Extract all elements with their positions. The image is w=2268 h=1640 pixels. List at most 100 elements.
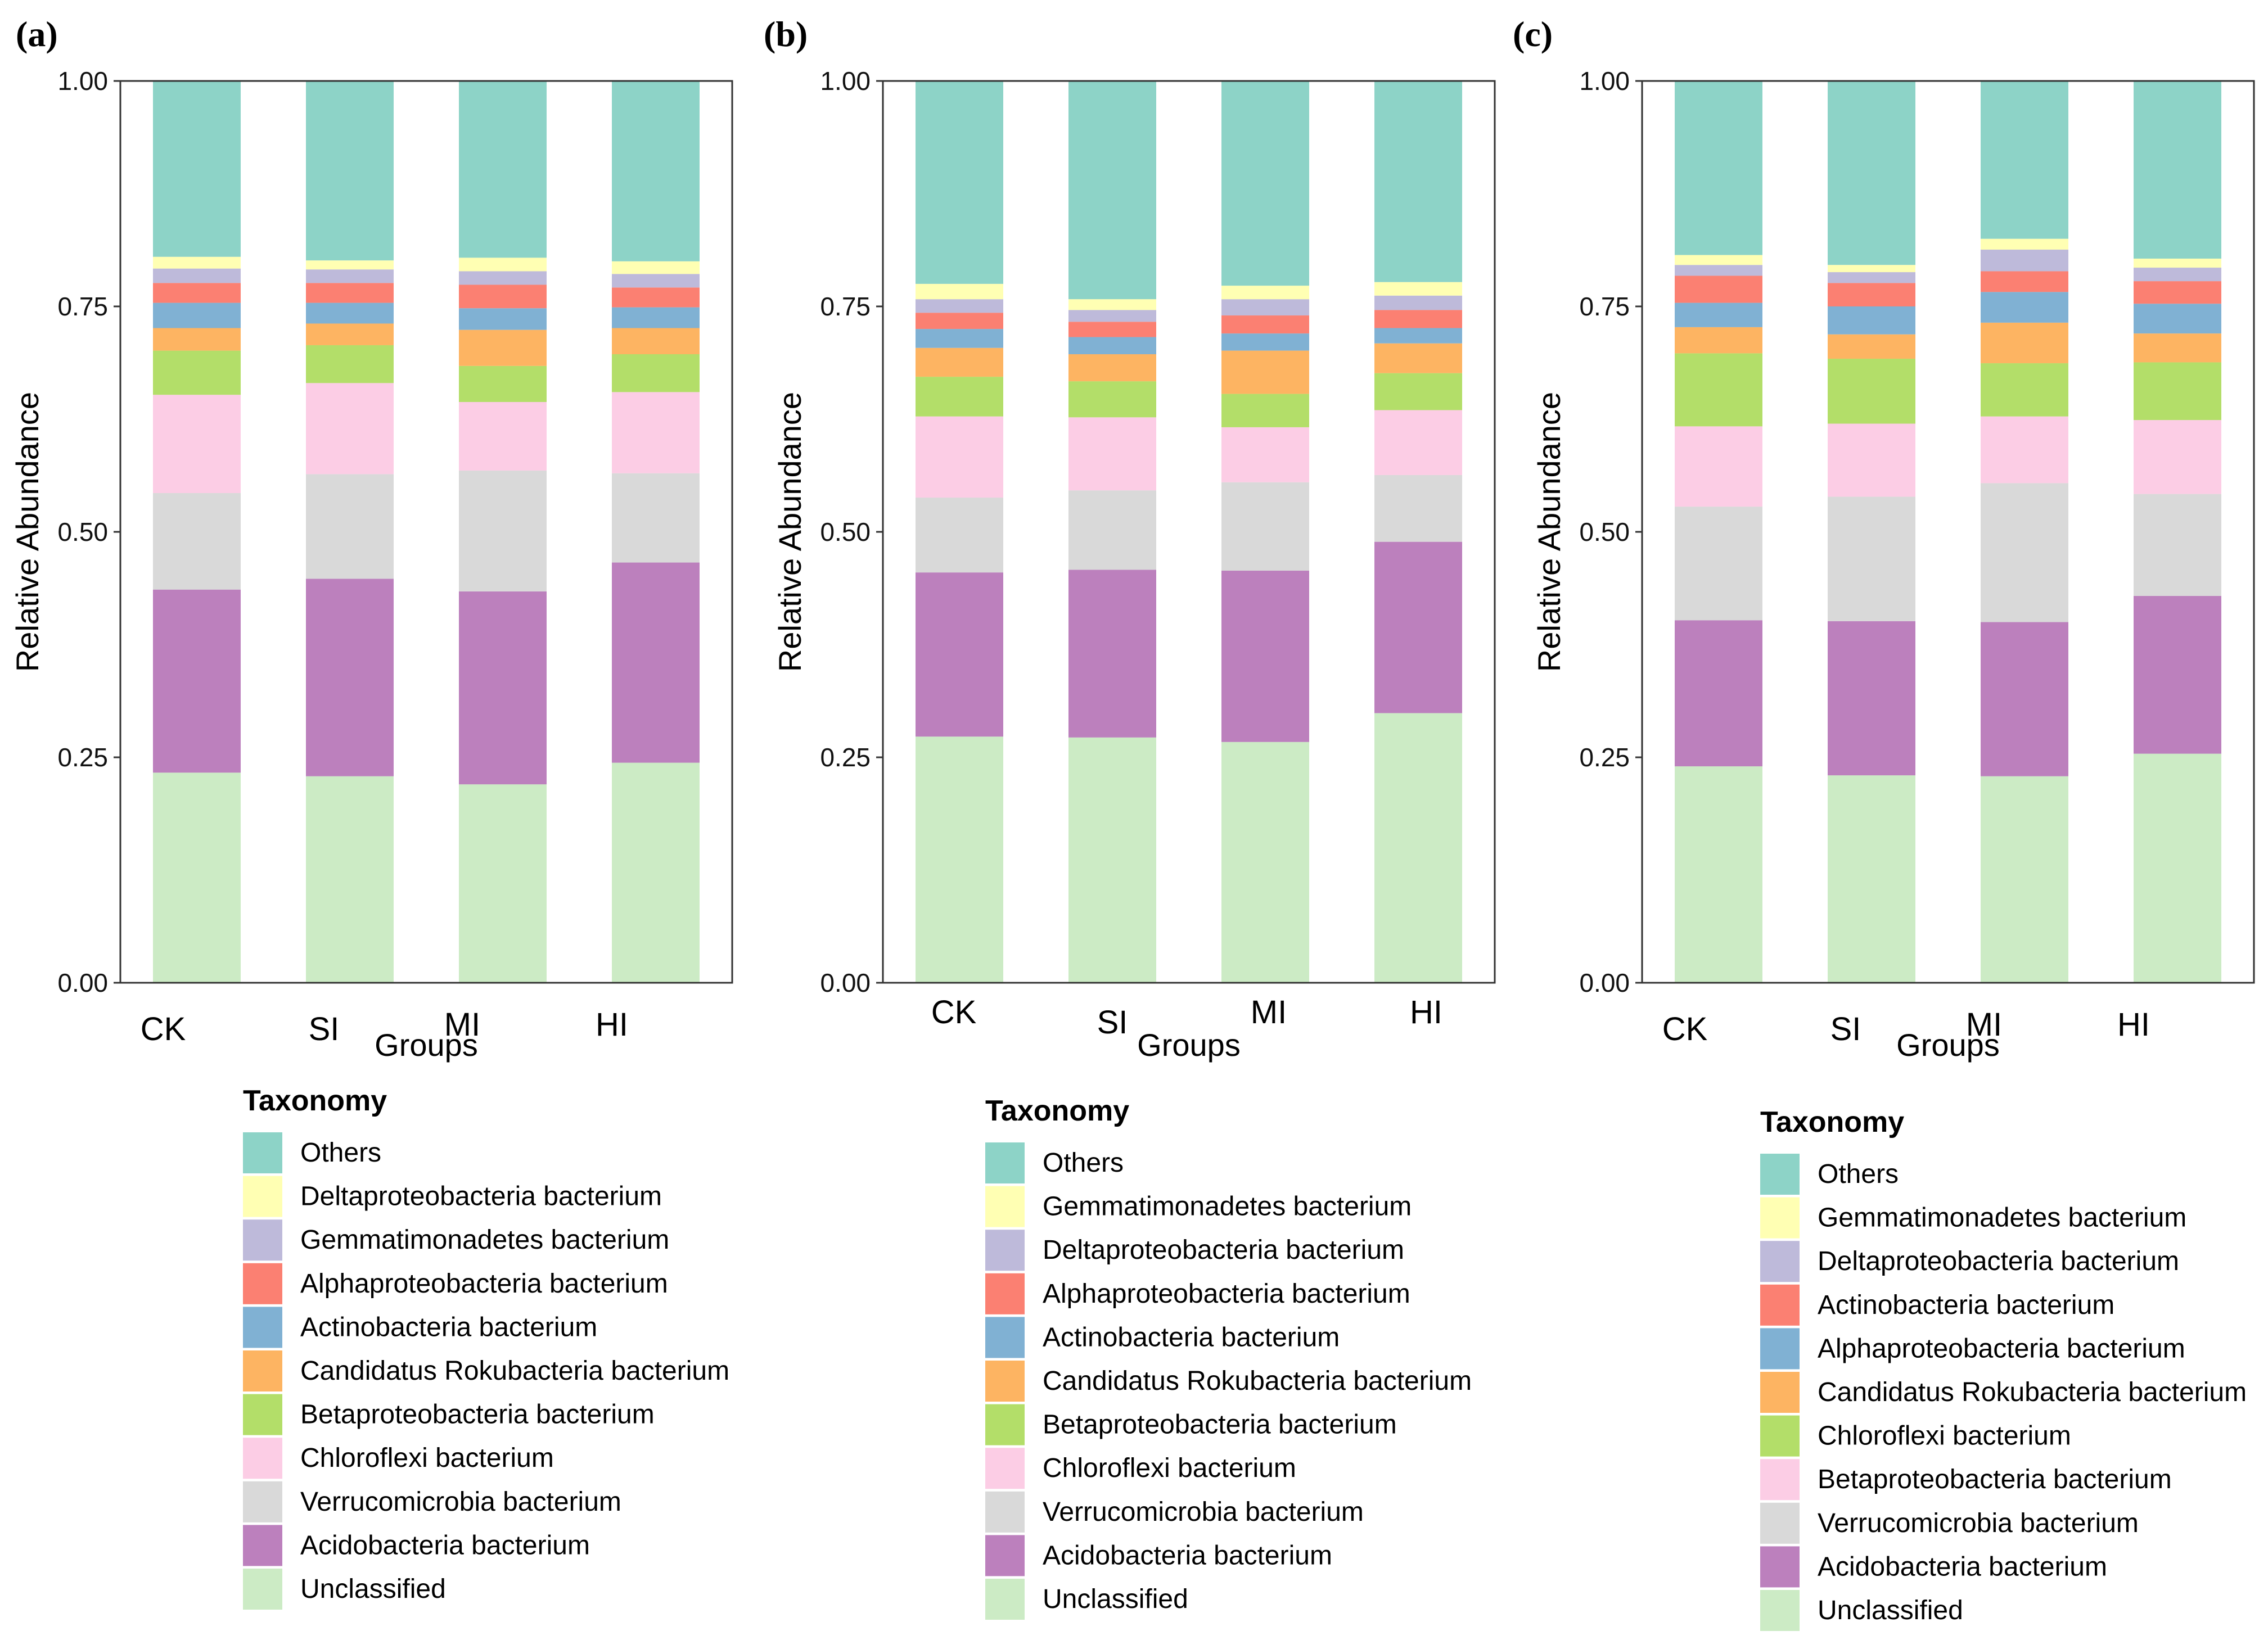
bar-segment-ck-acidobacteria-bacterium (916, 572, 1003, 737)
panel-label: (c) (1513, 14, 1553, 54)
legend-entry: Unclassified (1818, 1596, 1963, 1625)
legend-entry: Actinobacteria bacterium (1043, 1322, 1340, 1352)
bar-segment-mi-alphaproteobacteria-bacterium (1221, 315, 1309, 334)
bar-segment-ck-deltaproteobacteria-bacterium (1675, 265, 1762, 276)
legend-entry: Alphaproteobacteria bacterium (1818, 1334, 2185, 1363)
bar-segment-ck-others (916, 81, 1003, 284)
bar-segment-ck-acidobacteria-bacterium (1675, 620, 1762, 767)
bar-segment-mi-actinobacteria-bacterium (459, 308, 547, 330)
chart-panel-c: (c) CK SI MI HI 0.00 0.25 0.50 0.75 1.00 Relative … (1513, 14, 2255, 1631)
bar-segment-hi-alphaproteobacteria-bacterium (2134, 304, 2221, 334)
bar-segment-mi-others (1981, 81, 2068, 239)
legend-swatch (985, 1404, 1025, 1445)
bar-segment-hi-betaproteobacteria-bacterium (612, 354, 700, 392)
legend-swatch (985, 1142, 1025, 1183)
y-tick-label: 0.50 (57, 517, 108, 546)
legend-swatch (243, 1176, 282, 1217)
y-tick-label: 1.00 (820, 66, 871, 96)
legend-entry: Candidatus Rokubacteria bacterium (1818, 1377, 2247, 1407)
bar-segment-si-chloroflexi-bacterium (1828, 359, 1915, 424)
y-tick-label: 0.00 (57, 968, 108, 997)
legend-entry: Betaproteobacteria bacterium (1043, 1410, 1397, 1440)
bar-segment-si-betaproteobacteria-bacterium (1828, 423, 1915, 497)
bar-segment-hi-betaproteobacteria-bacterium (1374, 373, 1462, 410)
bar-segment-ck-chloroflexi-bacterium (153, 395, 241, 494)
legend-swatch (985, 1361, 1025, 1402)
bar-segment-hi-verrucomicrobia-bacterium (1374, 475, 1462, 542)
bar-segment-si-acidobacteria-bacterium (306, 579, 394, 776)
bar-segment-mi-alphaproteobacteria-bacterium (1981, 292, 2068, 323)
legend-entry: Others (300, 1138, 381, 1168)
legend-swatch (985, 1273, 1025, 1314)
bar-segment-hi-candidatus-rokubacteria-bacterium (2134, 333, 2221, 363)
bar-segment-hi-gemmatimonadetes-bacterium (612, 274, 700, 288)
bar-segment-ck-verrucomicrobia-bacterium (153, 493, 241, 590)
legend-title: Taxonomy (1760, 1106, 1904, 1138)
bar-segment-hi-others (612, 81, 700, 261)
legend-entry: Acidobacteria bacterium (1043, 1540, 1332, 1570)
legend-swatch (1760, 1372, 1800, 1413)
legend-entry: Actinobacteria bacterium (300, 1312, 597, 1342)
legend-swatch (243, 1438, 282, 1479)
bar-segment-hi-alphaproteobacteria-bacterium (612, 287, 700, 308)
bar-segment-si-acidobacteria-bacterium (1068, 570, 1156, 738)
bar-segment-hi-acidobacteria-bacterium (2134, 595, 2221, 754)
legend-entry: Deltaproteobacteria bacterium (1043, 1235, 1404, 1265)
legend-swatch (1760, 1197, 1800, 1239)
x-tick-label: HI (1410, 994, 1442, 1031)
y-axis-title: Relative Abundance (772, 392, 808, 672)
bar-segment-si-others (1828, 81, 1915, 265)
bar-segment-hi-alphaproteobacteria-bacterium (1374, 310, 1462, 328)
legend-entry: Others (1043, 1148, 1124, 1178)
legend-swatch (243, 1569, 282, 1610)
x-axis-title: Groups (1137, 1027, 1241, 1063)
bar-segment-mi-actinobacteria-bacterium (1981, 271, 2068, 292)
bar-segment-ck-actinobacteria-bacterium (153, 302, 241, 328)
x-tick-label: SI (1830, 1011, 1861, 1047)
bar-segment-hi-candidatus-rokubacteria-bacterium (612, 328, 700, 355)
bar-segment-si-candidatus-rokubacteria-bacterium (1828, 334, 1915, 359)
legend-entry: Deltaproteobacteria bacterium (300, 1182, 662, 1212)
bar-segment-ck-unclassified (153, 772, 241, 983)
bar-segment-mi-chloroflexi-bacterium (459, 402, 547, 471)
bar-segment-hi-gemmatimonadetes-bacterium (2134, 258, 2221, 268)
bar-segment-si-betaproteobacteria-bacterium (1068, 381, 1156, 418)
bar-segment-mi-actinobacteria-bacterium (1221, 333, 1309, 351)
bar-segment-mi-candidatus-rokubacteria-bacterium (1221, 350, 1309, 394)
bar-segment-si-acidobacteria-bacterium (1828, 621, 1915, 776)
bar-segment-ck-betaproteobacteria-bacterium (153, 350, 241, 395)
bar-segment-ck-betaproteobacteria-bacterium (1675, 426, 1762, 507)
legend-swatch (985, 1535, 1025, 1576)
bar-segment-ck-actinobacteria-bacterium (916, 329, 1003, 348)
bar-segment-hi-unclassified (1374, 713, 1462, 983)
y-tick-label: 0.25 (820, 743, 871, 772)
bar-segment-mi-unclassified (1221, 742, 1309, 983)
bar-segment-mi-deltaproteobacteria-bacterium (1981, 249, 2068, 272)
bar-segment-mi-verrucomicrobia-bacterium (1981, 483, 2068, 622)
y-tick-label: 0.75 (1579, 292, 1630, 321)
legend-entry: Chloroflexi bacterium (1043, 1453, 1296, 1483)
x-tick-label: MI (1966, 1006, 2002, 1043)
legend-swatch (243, 1350, 282, 1391)
legend-entry: Acidobacteria bacterium (300, 1530, 590, 1560)
legend-swatch (1760, 1328, 1800, 1370)
bar-segment-ck-betaproteobacteria-bacterium (916, 377, 1003, 417)
bar-segment-ck-gemmatimonadetes-bacterium (916, 283, 1003, 300)
legend-swatch (243, 1219, 282, 1261)
bar-segment-ck-alphaproteobacteria-bacterium (916, 313, 1003, 329)
bar-segment-mi-alphaproteobacteria-bacterium (459, 284, 547, 309)
bar-segment-ck-verrucomicrobia-bacterium (1675, 507, 1762, 621)
bar-segment-hi-betaproteobacteria-bacterium (2134, 420, 2221, 494)
legend-entry: Unclassified (1043, 1584, 1188, 1614)
bar-segment-hi-chloroflexi-bacterium (2134, 362, 2221, 421)
x-tick-label: SI (309, 1011, 340, 1047)
bar-segment-si-alphaproteobacteria-bacterium (1828, 306, 1915, 335)
bar-segment-mi-others (459, 81, 547, 258)
bar-segment-hi-unclassified (612, 762, 700, 983)
bar-segment-ck-alphaproteobacteria-bacterium (1675, 302, 1762, 327)
legend-entry: Gemmatimonadetes bacterium (1818, 1203, 2186, 1233)
bar-segment-ck-unclassified (916, 737, 1003, 983)
bar-segment-si-actinobacteria-bacterium (306, 302, 394, 324)
legend-swatch (985, 1491, 1025, 1533)
